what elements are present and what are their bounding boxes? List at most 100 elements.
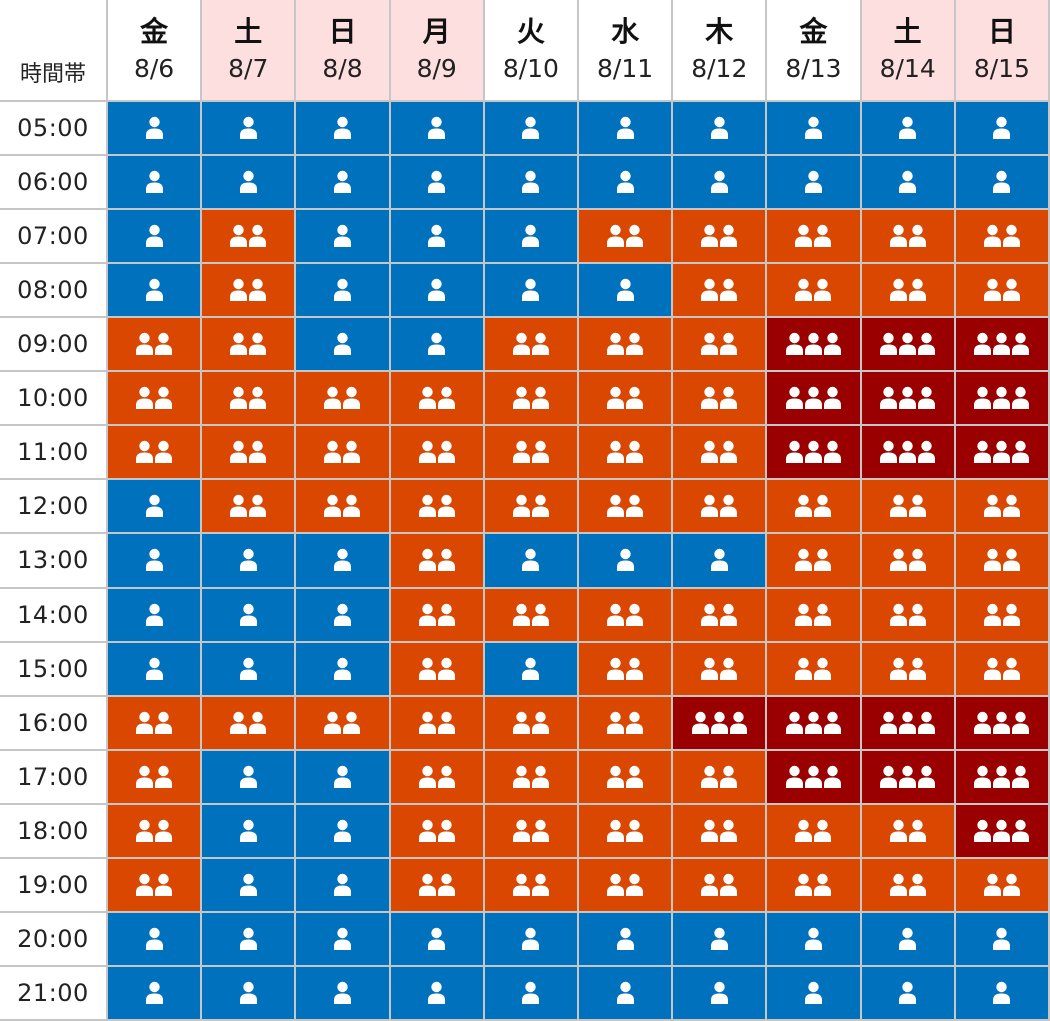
person-icon [230, 278, 267, 302]
crowd-level-cell [767, 804, 860, 857]
time-label: 05:00 [0, 102, 106, 155]
person-icon [993, 170, 1011, 194]
crowd-level-cell [484, 642, 577, 695]
person-icon [522, 170, 540, 194]
crowd-level-cell [767, 210, 860, 263]
day-header: 日 8/8 [296, 0, 389, 100]
person-icon [333, 981, 351, 1004]
crowd-level-cell [390, 210, 483, 263]
crowd-level-cell [484, 966, 577, 1019]
person-icon [607, 495, 644, 518]
person-icon [239, 765, 257, 788]
person-icon [899, 116, 917, 140]
date-label: 8/15 [973, 54, 1030, 83]
day-header: 日 8/15 [955, 0, 1048, 100]
crowd-level-cell [673, 912, 766, 965]
person-icon [607, 441, 644, 464]
person-icon [785, 441, 841, 464]
crowd-level-cell [202, 534, 295, 587]
time-column-header: 時間帯 [0, 0, 106, 100]
person-icon [136, 333, 173, 356]
person-icon [522, 927, 540, 950]
crowd-level-cell [579, 102, 672, 155]
person-icon [983, 873, 1020, 896]
person-icon [333, 278, 351, 302]
person-icon [145, 981, 163, 1004]
person-icon [983, 549, 1020, 572]
person-icon [512, 333, 549, 356]
crowd-level-cell [484, 372, 577, 425]
person-icon [418, 549, 455, 572]
person-icon [880, 333, 936, 356]
day-of-week: 火 [516, 15, 545, 48]
person-icon [607, 819, 644, 842]
crowd-level-cell [673, 318, 766, 371]
time-label: 06:00 [0, 156, 106, 209]
crowd-level-cell [296, 426, 389, 479]
crowd-level-cell [202, 102, 295, 155]
time-label: 21:00 [0, 966, 106, 1019]
crowd-level-cell [579, 156, 672, 209]
person-icon [795, 657, 832, 680]
person-icon [418, 873, 455, 896]
person-icon [899, 927, 917, 950]
person-icon [701, 657, 738, 680]
day-header: 火 8/10 [484, 0, 577, 100]
crowd-level-cell [202, 966, 295, 1019]
person-icon [974, 387, 1030, 410]
crowd-level-cell [202, 264, 295, 317]
person-icon [522, 224, 540, 248]
crowd-level-cell [767, 750, 860, 803]
crowd-level-cell [861, 750, 954, 803]
person-icon [418, 441, 455, 464]
crowd-level-cell [108, 966, 201, 1019]
person-icon [616, 170, 634, 194]
person-icon [616, 549, 634, 572]
crowd-level-cell [861, 858, 954, 911]
day-of-week: 木 [705, 15, 734, 48]
person-icon [983, 278, 1020, 302]
crowd-level-cell [955, 642, 1048, 695]
person-icon [785, 387, 841, 410]
person-icon [512, 711, 549, 734]
crowd-level-cell [861, 264, 954, 317]
crowd-level-cell [390, 480, 483, 533]
crowd-level-cell [108, 426, 201, 479]
crowd-level-cell [484, 102, 577, 155]
crowd-level-cell [955, 480, 1048, 533]
crowd-level-cell [955, 858, 1048, 911]
date-label: 8/14 [879, 54, 936, 83]
crowd-level-cell [861, 912, 954, 965]
person-icon [418, 603, 455, 626]
crowd-level-cell [861, 966, 954, 1019]
crowd-level-cell [390, 804, 483, 857]
date-label: 8/11 [597, 54, 654, 83]
crowd-level-cell [296, 804, 389, 857]
crowd-level-cell [861, 696, 954, 749]
crowd-level-cell [202, 372, 295, 425]
person-icon [522, 116, 540, 140]
crowd-level-cell [861, 534, 954, 587]
crowd-level-cell [673, 750, 766, 803]
person-icon [522, 657, 540, 680]
crowd-level-cell [861, 426, 954, 479]
crowd-level-cell [955, 426, 1048, 479]
person-icon [333, 819, 351, 842]
person-icon [428, 224, 446, 248]
person-icon [993, 927, 1011, 950]
date-label: 8/10 [502, 54, 559, 83]
crowd-level-cell [767, 156, 860, 209]
person-icon [512, 765, 549, 788]
crowd-level-cell [202, 426, 295, 479]
person-icon [428, 116, 446, 140]
crowd-level-cell [955, 696, 1048, 749]
person-icon [701, 387, 738, 410]
person-icon [607, 873, 644, 896]
crowd-level-cell [390, 912, 483, 965]
person-icon [145, 603, 163, 626]
person-icon [333, 170, 351, 194]
person-icon [239, 981, 257, 1004]
person-icon [418, 819, 455, 842]
crowd-level-cell [202, 750, 295, 803]
